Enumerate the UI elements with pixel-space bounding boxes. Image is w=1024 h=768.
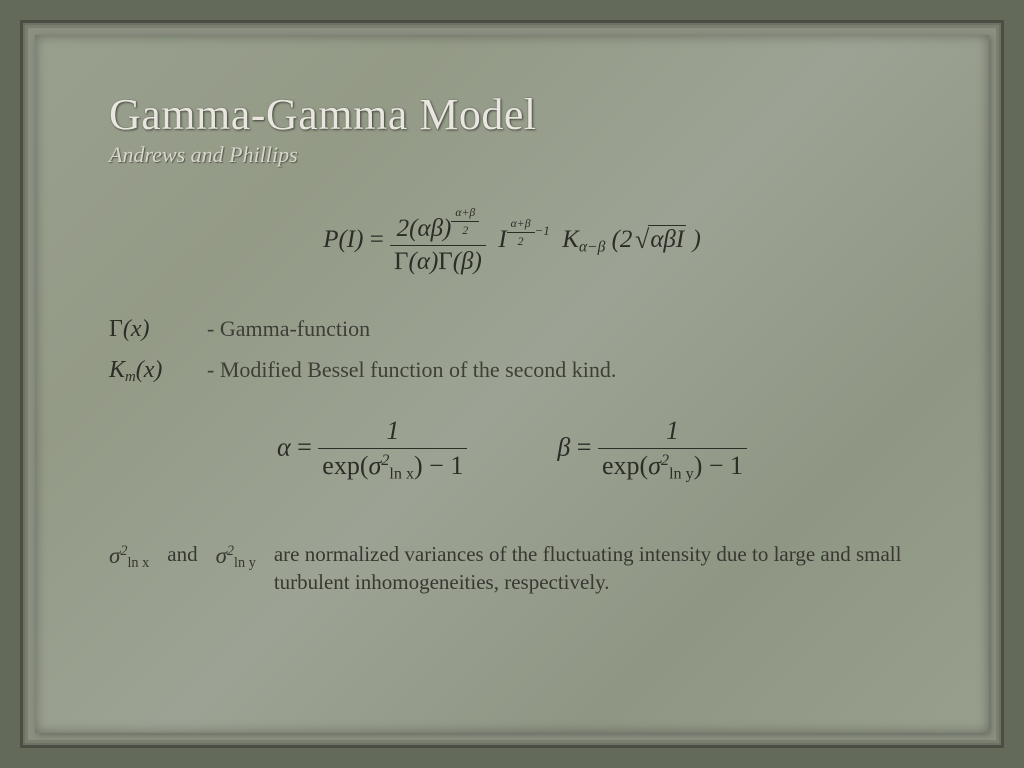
param-equations: α = 1 exp(σ2ln x) − 1 β = 1 exp(σ2ln y) … [109,416,915,484]
slide-title: Gamma-Gamma Model [109,89,915,140]
definitions-block: Γ(x) - Gamma-function Km(x) - Modified B… [109,316,915,386]
eq-bessel-term: Kα−β (2αβI ) [556,226,701,253]
eq-lhs: P(I) = [323,226,390,253]
sigma-lny: σ2ln y [216,540,256,573]
def-symbol-gamma: Γ(x) [109,316,207,343]
definition-row: Km(x) - Modified Bessel function of the … [109,357,915,386]
beta-equation: β = 1 exp(σ2ln y) − 1 [557,416,747,484]
sigma-lnx: σ2ln x [109,540,149,573]
eq-I-term: Iα+β2−1 [492,226,556,253]
footer-and: and [167,540,197,568]
def-text: - Gamma-function [207,316,370,342]
slide-body: Gamma-Gamma Model Andrews and Phillips P… [35,35,989,733]
def-text: - Modified Bessel function of the second… [207,357,616,383]
main-equation: P(I) = 2(αβ)α+β2 Γ(α)Γ(β) Iα+β2−1 Kα−β (… [109,206,915,276]
footer-text: are normalized variances of the fluctuat… [274,540,915,597]
slide-subtitle: Andrews and Phillips [109,142,915,168]
footer-note: σ2ln x and σ2ln y are normalized varianc… [109,540,915,597]
definition-row: Γ(x) - Gamma-function [109,316,915,343]
alpha-equation: α = 1 exp(σ2ln x) − 1 [277,416,467,484]
outer-frame: Gamma-Gamma Model Andrews and Phillips P… [20,20,1004,748]
def-symbol-bessel: Km(x) [109,357,207,386]
eq-fraction-1: 2(αβ)α+β2 Γ(α)Γ(β) [390,206,486,276]
